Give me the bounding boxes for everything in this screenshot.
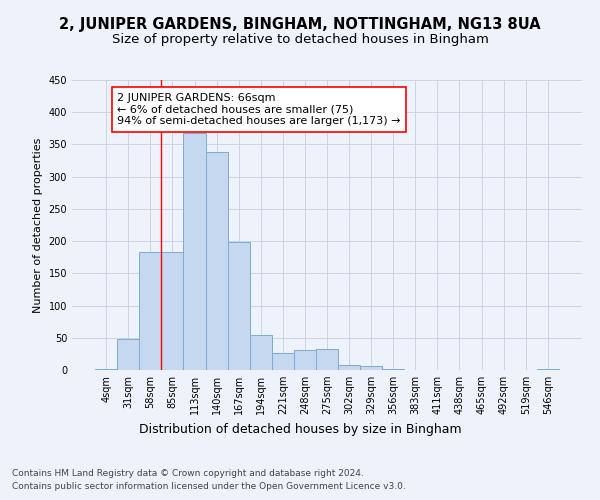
Bar <box>95 368 117 370</box>
Bar <box>161 252 184 370</box>
Bar <box>537 368 559 370</box>
Bar <box>184 134 206 370</box>
Bar <box>139 252 161 370</box>
Text: Distribution of detached houses by size in Bingham: Distribution of detached houses by size … <box>139 422 461 436</box>
Y-axis label: Number of detached properties: Number of detached properties <box>33 138 43 312</box>
Bar <box>250 335 272 370</box>
Bar <box>206 152 227 370</box>
Bar <box>294 350 316 370</box>
Text: 2 JUNIPER GARDENS: 66sqm
← 6% of detached houses are smaller (75)
94% of semi-de: 2 JUNIPER GARDENS: 66sqm ← 6% of detache… <box>117 93 401 126</box>
Text: Contains HM Land Registry data © Crown copyright and database right 2024.: Contains HM Land Registry data © Crown c… <box>12 468 364 477</box>
Bar <box>227 242 250 370</box>
Bar <box>360 366 382 370</box>
Bar <box>316 348 338 370</box>
Bar <box>117 339 139 370</box>
Bar <box>382 368 404 370</box>
Bar <box>338 366 360 370</box>
Text: 2, JUNIPER GARDENS, BINGHAM, NOTTINGHAM, NG13 8UA: 2, JUNIPER GARDENS, BINGHAM, NOTTINGHAM,… <box>59 18 541 32</box>
Text: Size of property relative to detached houses in Bingham: Size of property relative to detached ho… <box>112 32 488 46</box>
Text: Contains public sector information licensed under the Open Government Licence v3: Contains public sector information licen… <box>12 482 406 491</box>
Bar <box>272 353 294 370</box>
